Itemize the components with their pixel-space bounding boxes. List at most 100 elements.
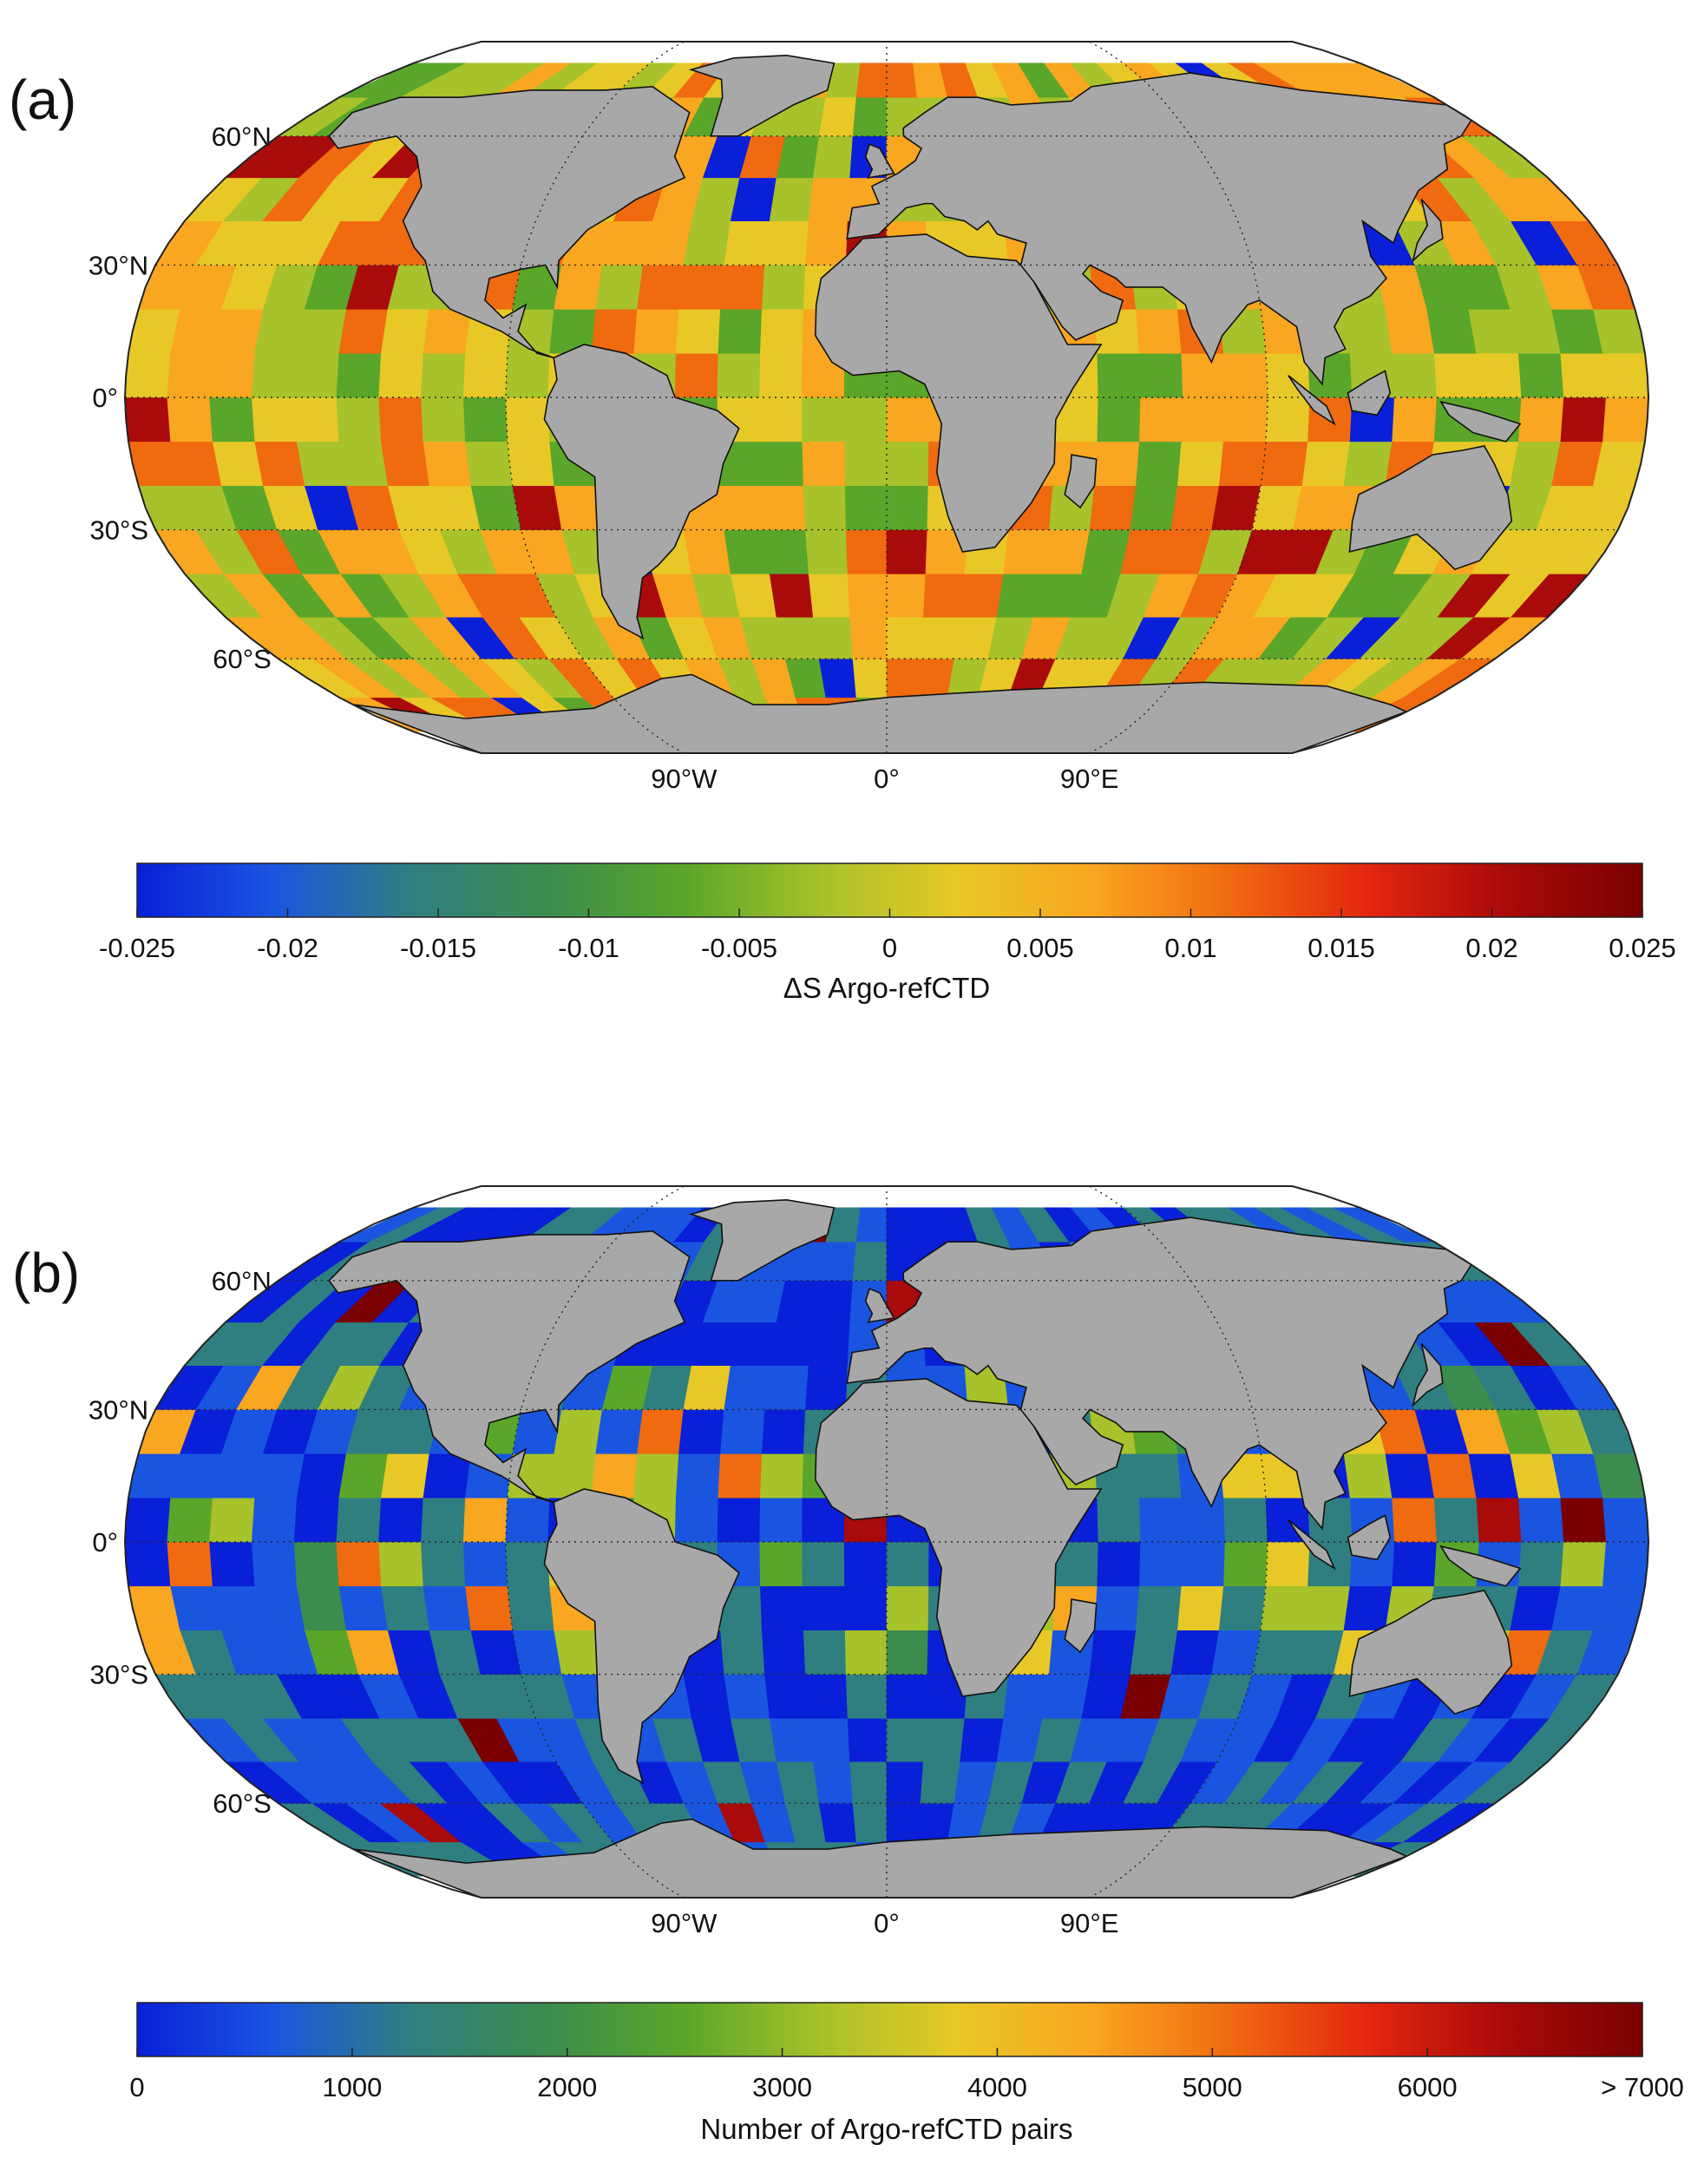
lat-label-0: 0° (92, 1527, 118, 1558)
grid-cell (720, 1409, 765, 1454)
grid-cell (591, 1453, 638, 1499)
grid-cell (724, 220, 770, 266)
grid-cell (812, 135, 854, 179)
grid-cell (844, 441, 888, 486)
grid-cell (336, 1497, 382, 1543)
grid-cell (920, 616, 961, 659)
grid-cell (764, 529, 809, 574)
colorbar-a-title: ΔS Argo-refCTD (783, 972, 990, 1004)
panel-b-label: (b) (12, 1242, 81, 1304)
grid-cell (1223, 352, 1268, 398)
grid-cell (855, 62, 888, 98)
grid-cell (1560, 352, 1607, 398)
grid-cell (336, 397, 382, 443)
landmass (846, 72, 1472, 386)
grid-cell (886, 1541, 930, 1587)
grid-cell (254, 1453, 305, 1499)
lat-label-30n: 30°N (88, 250, 148, 280)
grid-cell (724, 1365, 770, 1410)
grid-cell (1602, 1497, 1648, 1543)
lat-label-60n: 60°N (212, 1266, 272, 1296)
grid-cell (421, 397, 466, 443)
grid-cell (1177, 441, 1224, 486)
grid-cell (818, 1241, 857, 1282)
grid-cell (1426, 1453, 1478, 1499)
grid-cell (1385, 309, 1435, 354)
grid-cell (167, 1541, 213, 1587)
grid-cell (1560, 1541, 1607, 1587)
colorbar-tick-label: 0.02 (1465, 933, 1517, 963)
grid-cell (847, 1717, 888, 1762)
grid-cell (764, 1674, 809, 1719)
lat-label-60s: 60°S (213, 644, 272, 674)
grid-cell (886, 1585, 929, 1630)
grid-cell (1560, 397, 1607, 443)
grid-cell (1181, 352, 1226, 398)
grid-cell (760, 1585, 804, 1630)
grid-cell (1602, 352, 1648, 398)
grid-cell (886, 1630, 929, 1675)
grid-cell (683, 1674, 731, 1719)
grid-cell (296, 1585, 347, 1630)
grid-cell (212, 1585, 264, 1630)
grid-cell (886, 441, 929, 486)
grid-cell (812, 616, 854, 659)
grid-cell (633, 1453, 679, 1499)
panel-a-label: (a) (9, 69, 77, 131)
grid-cell (1602, 1541, 1648, 1587)
grid-cell (803, 1630, 847, 1675)
grid-cell (1094, 441, 1140, 486)
landmass (846, 1217, 1472, 1531)
grid-cell (554, 1409, 603, 1454)
grid-cell (1136, 309, 1183, 354)
landmass (1412, 199, 1444, 263)
colorbar-tick-label: 0.01 (1164, 933, 1216, 963)
grid-cell (761, 485, 806, 530)
grid-cell (1097, 1541, 1141, 1587)
grid-cell (1468, 309, 1519, 354)
grid-cell (720, 485, 765, 530)
grid-cell (254, 441, 305, 486)
grid-cell (802, 441, 846, 486)
grid-cell (465, 441, 514, 486)
grid-cell (125, 352, 171, 398)
grid-cell (805, 529, 849, 574)
grid-cell (125, 1541, 171, 1587)
grid-cell (505, 1541, 550, 1587)
grid-cell (1181, 1541, 1226, 1587)
grid-cell (886, 397, 930, 443)
colorbar-tick-label: 4000 (967, 2072, 1027, 2102)
grid-cell (844, 485, 888, 530)
grid-cell (167, 397, 213, 443)
grid-cell (759, 352, 803, 398)
grid-cell (1260, 1585, 1308, 1630)
grid-cell (462, 397, 508, 443)
map-b-outline (123, 1185, 1650, 1899)
landmass (1348, 1590, 1513, 1715)
grid-cell (1343, 1453, 1393, 1499)
grid-cell (1301, 441, 1351, 486)
grid-cell (843, 397, 888, 443)
landmass (1412, 1343, 1444, 1407)
grid-cell (808, 1717, 850, 1762)
grid-cell (844, 1585, 888, 1630)
grid-cell (960, 573, 1005, 618)
meridian-line (505, 1185, 685, 1899)
meridian-line (1089, 1185, 1268, 1899)
map-b-land (328, 1199, 1522, 1898)
lon-label-90w: 90°W (651, 1908, 718, 1938)
grid-cell (886, 1802, 921, 1843)
lat-label-30n: 30°N (88, 1394, 148, 1425)
grid-cell (678, 265, 725, 310)
grid-cell (381, 309, 430, 354)
grid-cell (675, 1453, 721, 1499)
grid-cell (296, 309, 347, 354)
grid-cell (1517, 352, 1564, 398)
colorbar-tick-label: 0.015 (1307, 933, 1375, 963)
grid-cell (960, 1717, 1005, 1762)
grid-cell (212, 309, 264, 354)
grid-cell (507, 441, 555, 486)
grid-cell (760, 1453, 804, 1499)
grid-cell (1130, 485, 1178, 530)
grid-cell (769, 573, 814, 618)
